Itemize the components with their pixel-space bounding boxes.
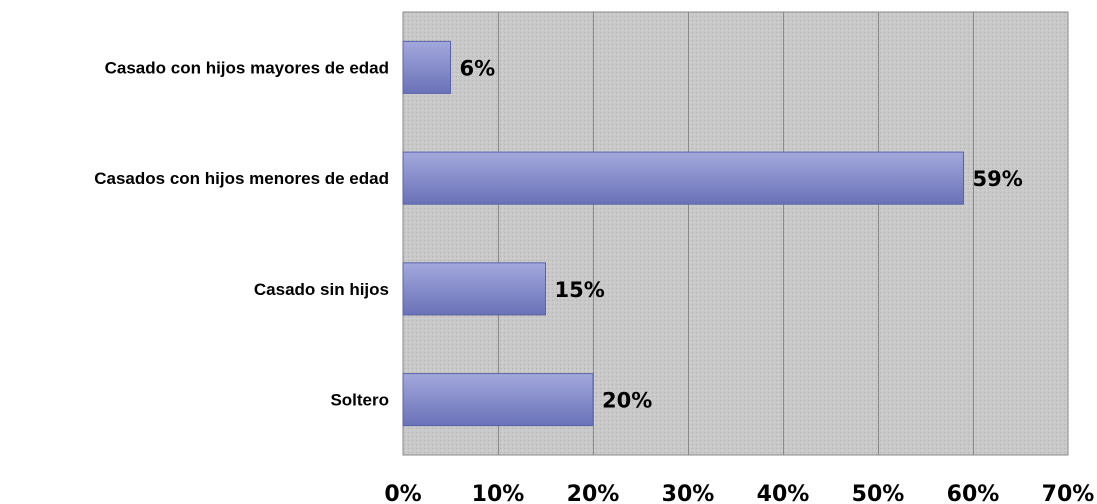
x-tick-label-4: 40% [757, 482, 810, 504]
data-label-3: 20% [602, 389, 652, 413]
category-label-2: Casado sin hijos [254, 280, 389, 299]
category-labels: Casado con hijos mayores de edad Casados … [94, 58, 389, 409]
category-label-3: Soltero [330, 391, 389, 410]
x-tick-label-1: 10% [472, 482, 525, 504]
bars [402, 40, 964, 427]
bar-1 [402, 151, 964, 205]
x-tick-label-5: 50% [852, 482, 905, 504]
data-labels: 6% 59% 15% 20% [460, 56, 1023, 412]
x-tick-label-0: 0% [384, 482, 421, 504]
bar-2 [402, 262, 546, 316]
x-tick-label-2: 20% [567, 482, 620, 504]
data-label-2: 15% [555, 278, 605, 302]
data-label-1: 59% [973, 167, 1023, 191]
bar-0 [402, 40, 451, 94]
x-tick-label-7: 70% [1042, 482, 1095, 504]
category-label-1: Casados con hijos menores de edad [94, 169, 389, 188]
x-tick-label-6: 60% [947, 482, 1000, 504]
x-tick-label-3: 30% [662, 482, 715, 504]
x-axis-tick-labels: 0% 10% 20% 30% 40% 50% 60% 70% [384, 482, 1094, 504]
bar-3 [402, 373, 594, 427]
data-label-0: 6% [460, 56, 496, 80]
category-label-0: Casado con hijos mayores de edad [105, 58, 389, 77]
